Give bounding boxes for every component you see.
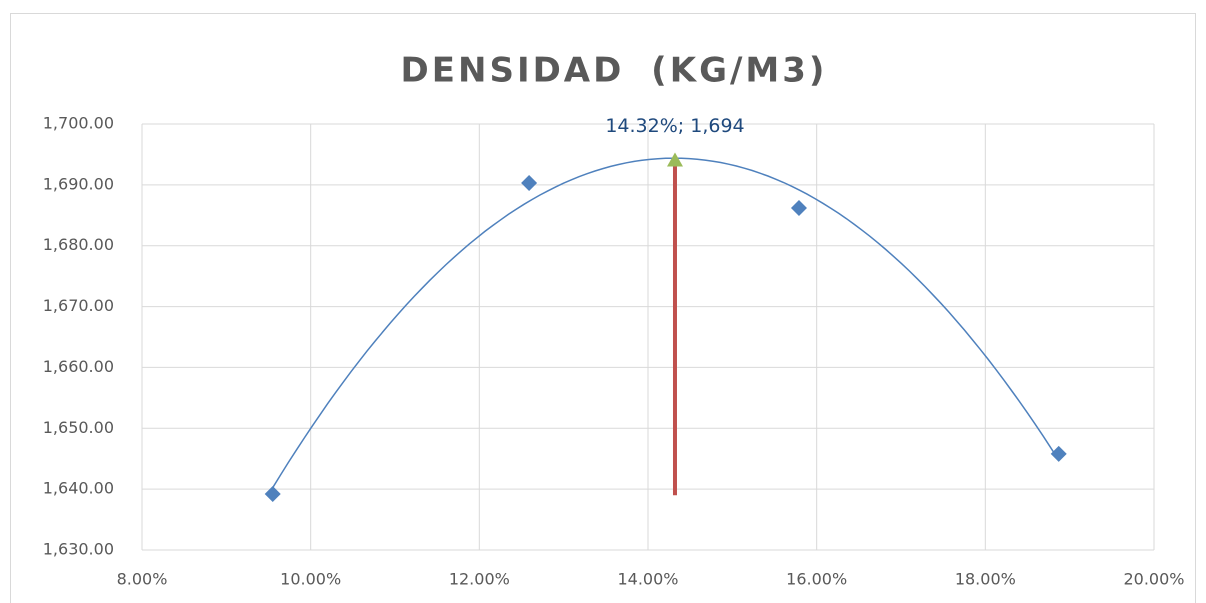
y-tick-label: 1,670.00 [43, 296, 114, 315]
point [521, 175, 538, 192]
x-tick-label: 10.00% [280, 570, 341, 589]
y-tick-label: 1,660.00 [43, 357, 114, 376]
data-label: 14.32%; 1,694 [605, 115, 744, 137]
y-tick-label: 1,650.00 [43, 418, 114, 437]
chart-border [10, 13, 1196, 603]
y-tick-label: 1,700.00 [43, 114, 114, 133]
y-tick-label: 1,630.00 [43, 540, 114, 559]
x-tick-label: 14.00% [617, 570, 678, 589]
trendline [272, 157, 1060, 489]
x-tick-label: 12.00% [449, 570, 510, 589]
x-tick-label: 20.00% [1123, 570, 1184, 589]
x-tick-label: 18.00% [955, 570, 1016, 589]
y-tick-label: 1,690.00 [43, 174, 114, 193]
chart-title: DENSIDAD (KG/M3) [401, 51, 828, 91]
point [1050, 445, 1067, 462]
point [666, 152, 683, 167]
x-tick-label: 16.00% [786, 570, 847, 589]
point [264, 486, 281, 503]
x-tick-label: 8.00% [117, 570, 168, 589]
point [790, 199, 807, 216]
y-tick-label: 1,680.00 [43, 235, 114, 254]
y-tick-label: 1,640.00 [43, 479, 114, 498]
